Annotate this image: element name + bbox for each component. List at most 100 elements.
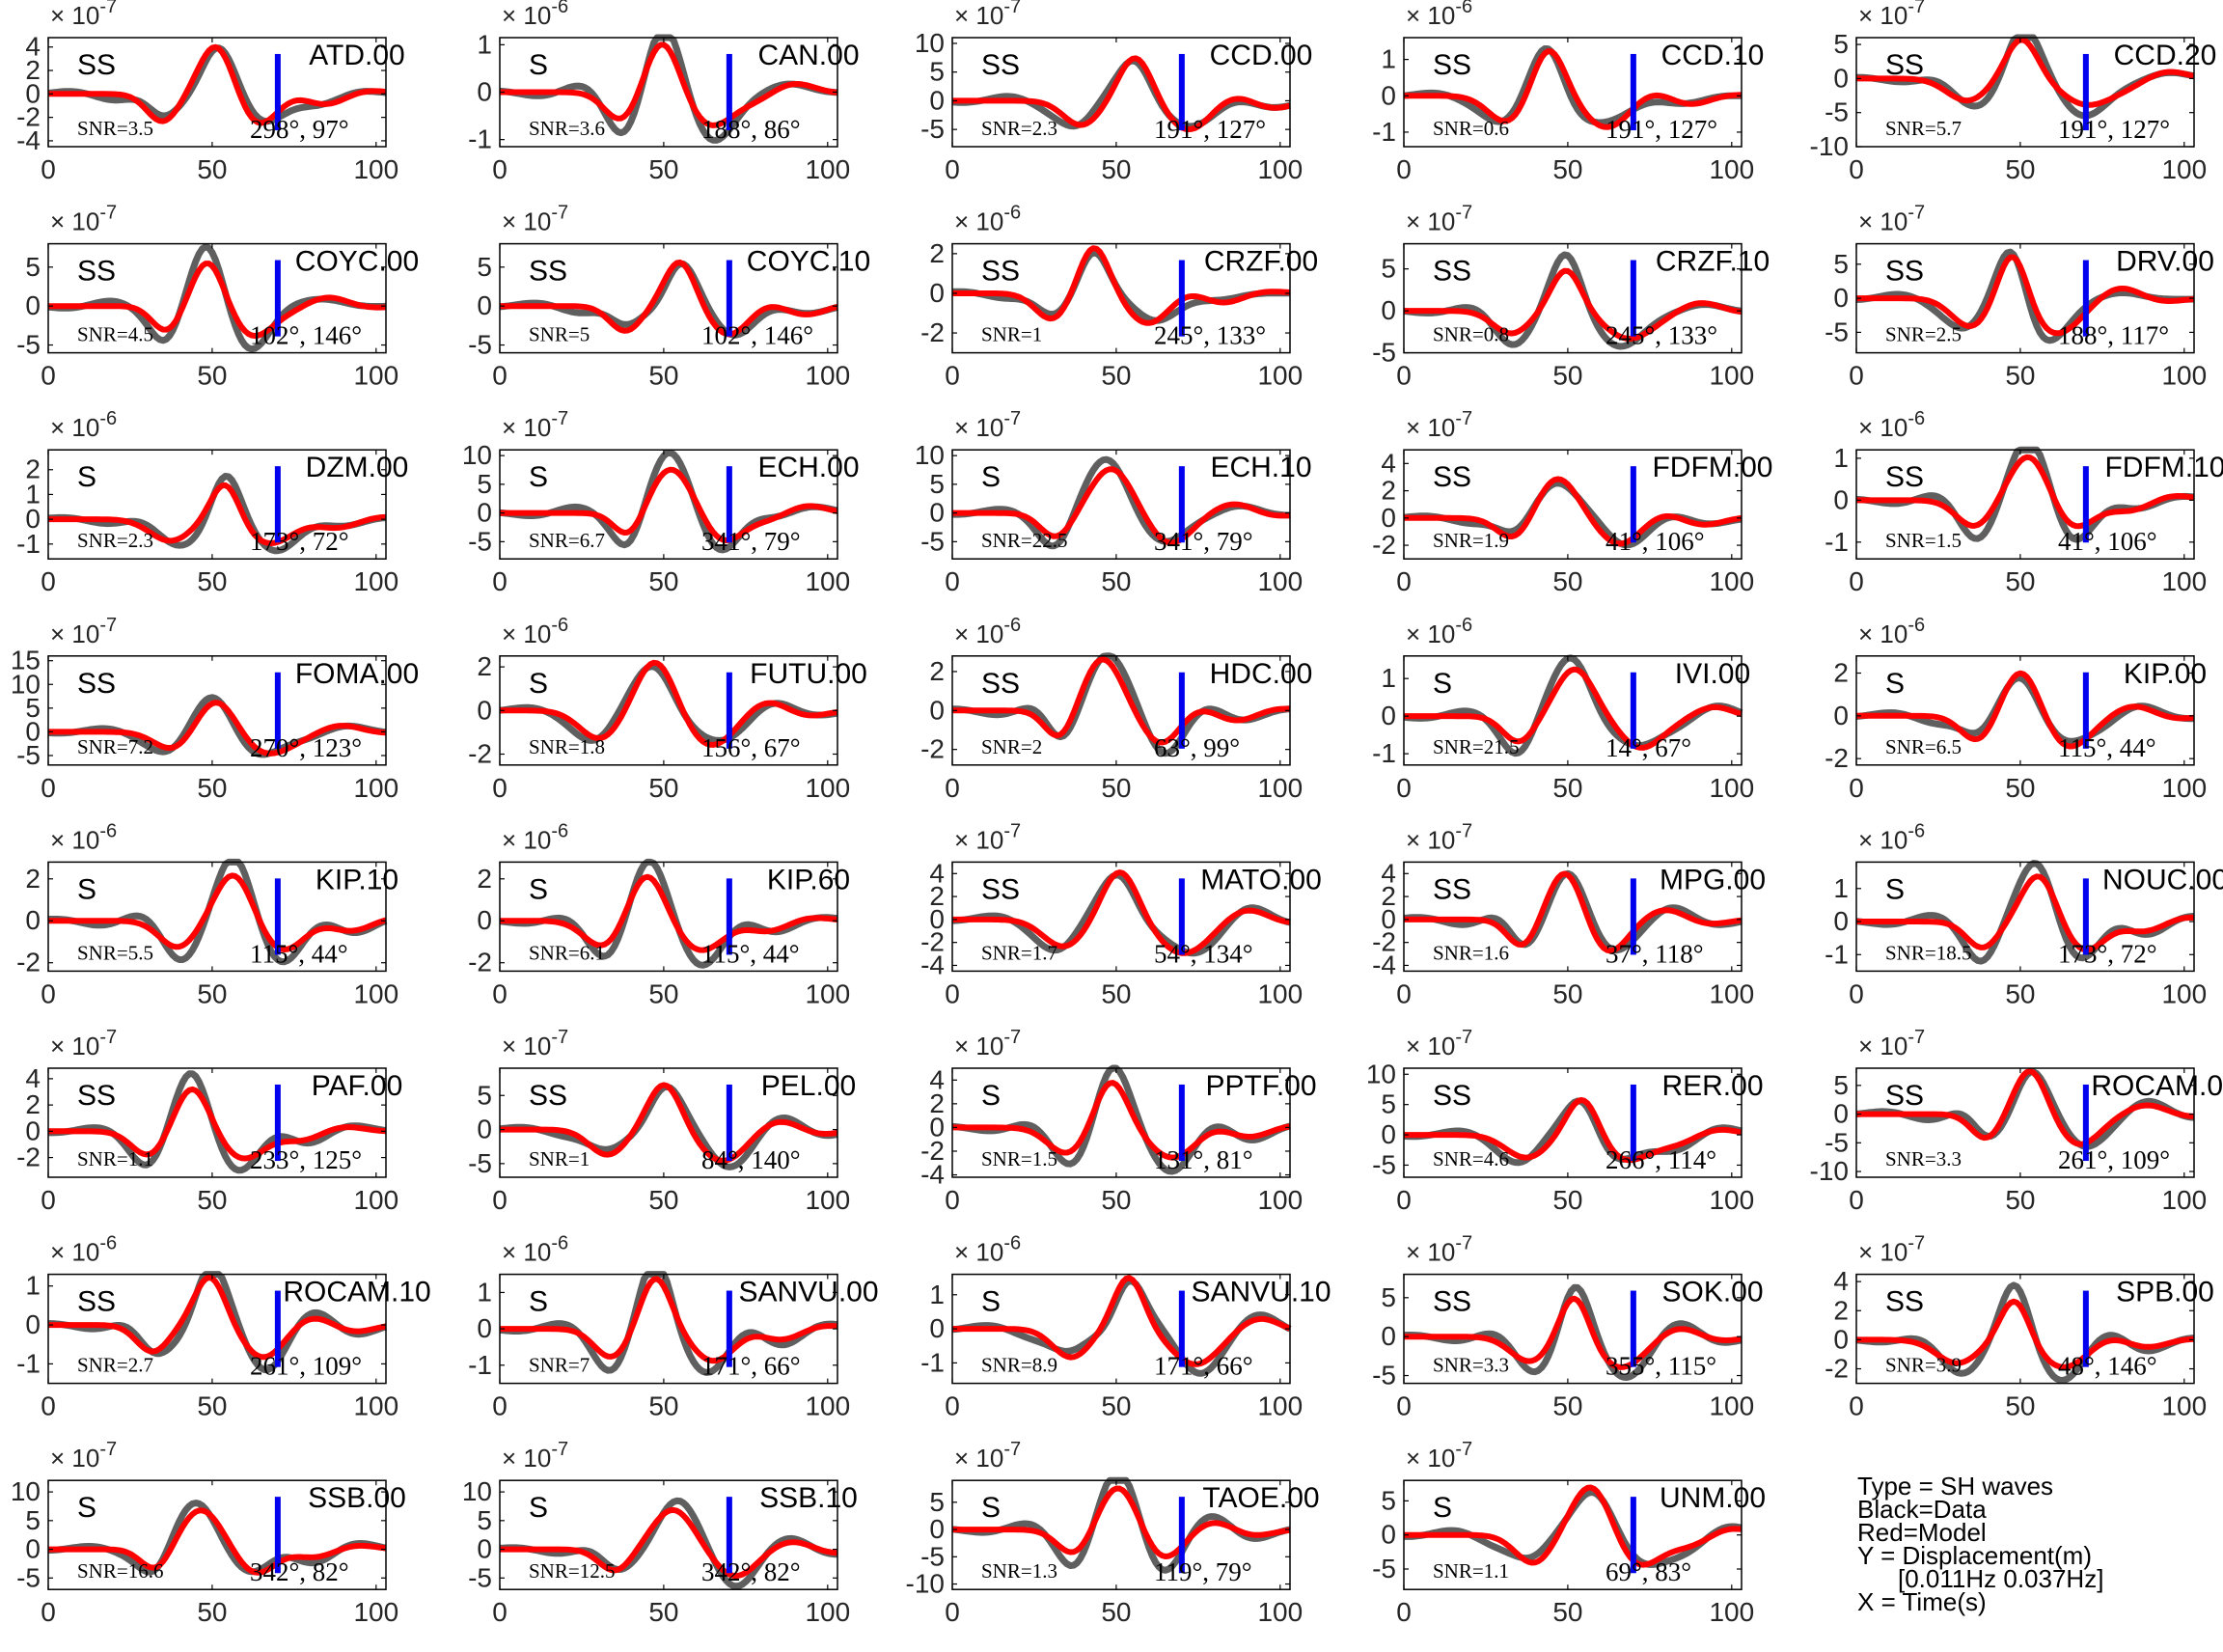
model-trace: [1404, 267, 1743, 342]
y-exponent-label: × 10-6: [954, 1233, 1021, 1267]
phase-label: SS: [981, 873, 1020, 905]
phase-marker: [2082, 53, 2089, 131]
angle-label: 342°, 82°: [701, 1557, 801, 1586]
snr-label: SNR=21.5: [1433, 735, 1519, 758]
y-tick-label: -1: [1372, 738, 1396, 768]
angle-label: 115°, 44°: [2058, 733, 2156, 762]
y-exponent-value: -6: [551, 615, 568, 636]
y-tick-label: 0: [1833, 283, 1849, 313]
x-tick-label: 50: [648, 978, 678, 1008]
station-label: CCD.00: [1210, 40, 1313, 71]
y-tick-label: -2: [16, 102, 41, 132]
x-tick-label: 100: [1709, 361, 1754, 391]
phase-label: S: [529, 49, 548, 81]
x-tick-label: 0: [41, 361, 56, 391]
y-exponent-label: × 10-6: [50, 1233, 117, 1267]
data-trace: [1403, 654, 1743, 757]
y-tick-label: 1: [1833, 443, 1849, 473]
y-exponent-label: × 10-6: [954, 203, 1021, 236]
y-exponent-label: × 10-7: [954, 820, 1021, 854]
y-tick-label: 1: [477, 1277, 492, 1307]
y-tick-label: 4: [929, 858, 945, 888]
x-tick-label: 100: [805, 566, 850, 596]
station-label: KIP.00: [2124, 658, 2207, 690]
phase-marker: [274, 1084, 281, 1162]
y-tick-label: 1: [477, 29, 492, 59]
y-tick-label: -5: [16, 1562, 41, 1592]
y-exponent-value: -7: [1003, 408, 1021, 429]
y-tick-label: 5: [1833, 1070, 1849, 1100]
snr-label: SNR=7.2: [77, 735, 153, 758]
station-label: CAN.00: [757, 40, 859, 71]
snr-label: SNR=12.5: [529, 1559, 615, 1583]
y-tick-label: 0: [477, 1115, 492, 1144]
snr-label: SNR=1.8: [529, 735, 605, 758]
x-tick-label: 0: [41, 1185, 56, 1215]
angle-label: 171°, 66°: [701, 1352, 801, 1381]
x-tick-label: 50: [2005, 154, 2035, 184]
y-tick-label: 4: [929, 1064, 945, 1094]
x-tick-label: 50: [2005, 361, 2035, 391]
angle-label: 261°, 109°: [250, 1352, 362, 1381]
y-tick-label: 0: [1381, 295, 1396, 325]
y-exponent-label: × 10-7: [502, 1439, 568, 1473]
y-tick-label: -4: [16, 125, 41, 155]
phase-label: S: [77, 873, 96, 905]
y-tick-label: 5: [477, 469, 492, 499]
x-tick-label: 50: [648, 773, 678, 803]
x-tick-label: 100: [2161, 1185, 2207, 1215]
snr-label: SNR=1.6: [1433, 941, 1509, 964]
y-exponent-label: × 10-7: [1858, 1027, 1925, 1060]
y-exponent-value: -7: [551, 1439, 568, 1460]
snr-label: SNR=2.7: [77, 1354, 153, 1377]
angle-label: 156°, 67°: [701, 733, 801, 762]
snr-label: SNR=3.5: [77, 117, 153, 140]
x-tick-label: 100: [805, 978, 850, 1008]
y-tick-label: 5: [477, 1080, 492, 1110]
axes-box: [47, 37, 387, 148]
x-tick-label: 0: [492, 361, 508, 391]
model-trace: [1856, 873, 2195, 953]
y-exponent-value: -7: [99, 0, 117, 17]
y-tick-label: 0: [477, 905, 492, 935]
snr-label: SNR=5.5: [77, 941, 153, 964]
axes-box: [499, 449, 838, 560]
y-exponent-value: -7: [1907, 0, 1925, 17]
x-tick-label: 100: [1257, 361, 1303, 391]
angle-label: 54°, 134°: [1154, 939, 1253, 968]
phase-marker: [1178, 466, 1185, 543]
y-tick-label: -1: [920, 1347, 945, 1377]
angle-label: 102°, 146°: [701, 321, 813, 350]
y-tick-label: 0: [25, 1534, 41, 1564]
model-trace: [1856, 454, 2195, 530]
x-tick-label: 100: [2161, 1391, 2207, 1421]
y-exponent-label: × 10-6: [50, 820, 117, 854]
y-tick-label: 2: [1381, 881, 1396, 911]
station-label: DZM.00: [306, 452, 409, 483]
y-exponent-value: -6: [1907, 408, 1925, 429]
phase-label: SS: [77, 668, 116, 700]
phase-label: S: [1885, 873, 1905, 905]
model-trace: [952, 1485, 1291, 1559]
station-label: CCD.10: [1661, 40, 1765, 71]
station-label: PPTF.00: [1205, 1070, 1316, 1102]
legend-y: Y = Displacement(m): [1857, 1541, 2092, 1570]
y-exponent-value: -7: [1003, 1027, 1021, 1048]
phase-marker: [726, 1497, 732, 1574]
y-exponent-value: -6: [99, 1233, 117, 1254]
x-tick-label: 50: [2005, 1185, 2035, 1215]
model-trace: [500, 1082, 838, 1164]
axes-box: [499, 1067, 838, 1178]
phase-marker: [726, 1084, 732, 1162]
